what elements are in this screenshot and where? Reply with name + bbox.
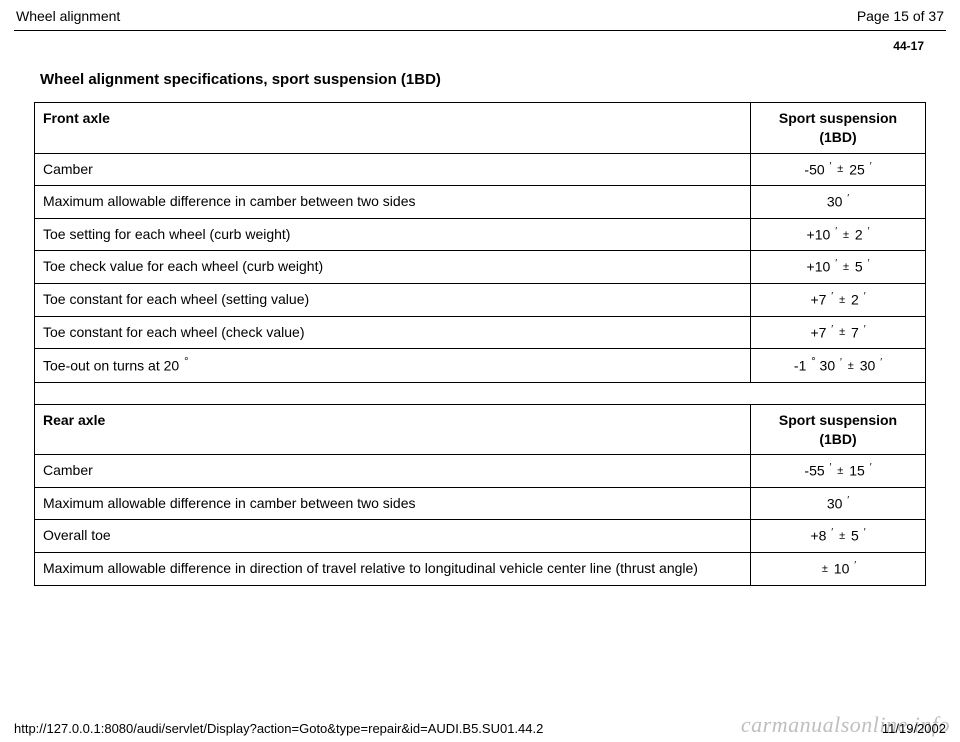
header-title: Wheel alignment [16,8,120,24]
table-row: Maximum allowable difference in directio… [35,553,926,586]
table-row: Toe check value for each wheel (curb wei… [35,251,926,284]
table-row: Overall toe +8 ′ ± 5 ′ [35,520,926,553]
footer-date: 11/19/2002 [882,721,946,736]
page-header: Wheel alignment Page 15 of 37 [14,8,946,30]
header-divider [14,30,946,31]
table-row: Camber -55 ′ ± 15 ′ [35,455,926,488]
table-row: Toe constant for each wheel (check value… [35,316,926,349]
row-label: Toe-out on turns at 20 ° [35,349,751,383]
page-footer: http://127.0.0.1:8080/audi/servlet/Displ… [14,721,946,736]
table-spacer-row [35,382,926,404]
row-label: Maximum allowable difference in directio… [35,553,751,586]
front-axle-header-value: Sport suspension (1BD) [751,103,926,154]
rear-axle-header-value: Sport suspension (1BD) [751,404,926,455]
row-label: Camber [35,153,751,186]
row-label: Toe check value for each wheel (curb wei… [35,251,751,284]
table-row: Camber -50 ′ ± 25 ′ [35,153,926,186]
content-area: 44-17 Wheel alignment specifications, sp… [14,39,946,586]
row-label: Camber [35,455,751,488]
table-row: Maximum allowable difference in camber b… [35,487,926,520]
footer-url: http://127.0.0.1:8080/audi/servlet/Displ… [14,721,543,736]
row-value: ± 10 ′ [751,553,926,586]
section-title: Wheel alignment specifications, sport su… [40,71,926,88]
row-value: +10 ′ ± 2 ′ [751,218,926,251]
row-label: Maximum allowable difference in camber b… [35,186,751,219]
row-value: 30 ′ [751,487,926,520]
document-page: Wheel alignment Page 15 of 37 44-17 Whee… [0,0,960,742]
row-value: +7 ′ ± 7 ′ [751,316,926,349]
table-row: Toe-out on turns at 20 ° -1 ° 30 ′ ± 30 … [35,349,926,383]
rear-axle-header-label: Rear axle [35,404,751,455]
row-label: Overall toe [35,520,751,553]
row-label: Toe constant for each wheel (check value… [35,316,751,349]
row-value: +7 ′ ± 2 ′ [751,283,926,316]
table-row: Toe constant for each wheel (setting val… [35,283,926,316]
section-page-number: 44-17 [34,39,926,53]
row-value: -1 ° 30 ′ ± 30 ′ [751,349,926,383]
row-value: -55 ′ ± 15 ′ [751,455,926,488]
table-row: Toe setting for each wheel (curb weight)… [35,218,926,251]
row-label: Toe setting for each wheel (curb weight) [35,218,751,251]
row-label: Toe constant for each wheel (setting val… [35,283,751,316]
row-label: Maximum allowable difference in camber b… [35,487,751,520]
front-axle-header-label: Front axle [35,103,751,154]
row-value: 30 ′ [751,186,926,219]
rear-axle-header-row: Rear axle Sport suspension (1BD) [35,404,926,455]
spec-table: Front axle Sport suspension (1BD) Camber… [34,102,926,586]
header-page-number: Page 15 of 37 [857,8,944,24]
row-value: -50 ′ ± 25 ′ [751,153,926,186]
row-value: +10 ′ ± 5 ′ [751,251,926,284]
front-axle-header-row: Front axle Sport suspension (1BD) [35,103,926,154]
row-value: +8 ′ ± 5 ′ [751,520,926,553]
table-row: Maximum allowable difference in camber b… [35,186,926,219]
